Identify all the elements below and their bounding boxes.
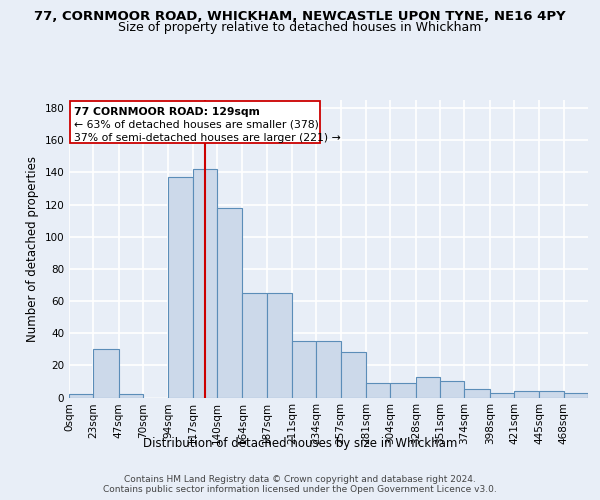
Bar: [242, 293, 266, 398]
Bar: [266, 293, 292, 398]
Bar: [490, 392, 514, 398]
FancyBboxPatch shape: [70, 101, 320, 142]
Bar: [366, 383, 391, 398]
Bar: [391, 383, 416, 398]
Text: Contains HM Land Registry data © Crown copyright and database right 2024.
Contai: Contains HM Land Registry data © Crown c…: [103, 474, 497, 494]
Bar: [440, 382, 464, 398]
Text: ← 63% of detached houses are smaller (378): ← 63% of detached houses are smaller (37…: [74, 120, 319, 130]
Bar: [464, 390, 490, 398]
Text: 77 CORNMOOR ROAD: 129sqm: 77 CORNMOOR ROAD: 129sqm: [74, 107, 260, 117]
Bar: [416, 376, 440, 398]
Bar: [539, 391, 563, 398]
Text: 77, CORNMOOR ROAD, WHICKHAM, NEWCASTLE UPON TYNE, NE16 4PY: 77, CORNMOOR ROAD, WHICKHAM, NEWCASTLE U…: [34, 10, 566, 23]
Text: Distribution of detached houses by size in Whickham: Distribution of detached houses by size …: [143, 438, 457, 450]
Text: Size of property relative to detached houses in Whickham: Size of property relative to detached ho…: [118, 21, 482, 34]
Bar: [563, 392, 588, 398]
Bar: [316, 341, 341, 398]
Bar: [193, 169, 217, 398]
Bar: [588, 394, 600, 398]
Bar: [119, 394, 143, 398]
Bar: [514, 391, 539, 398]
Bar: [169, 177, 193, 398]
Text: 37% of semi-detached houses are larger (221) →: 37% of semi-detached houses are larger (…: [74, 133, 341, 143]
Bar: [217, 208, 242, 398]
Bar: [341, 352, 366, 398]
Bar: [292, 341, 316, 398]
Bar: [69, 394, 94, 398]
Y-axis label: Number of detached properties: Number of detached properties: [26, 156, 39, 342]
Bar: [94, 350, 119, 398]
